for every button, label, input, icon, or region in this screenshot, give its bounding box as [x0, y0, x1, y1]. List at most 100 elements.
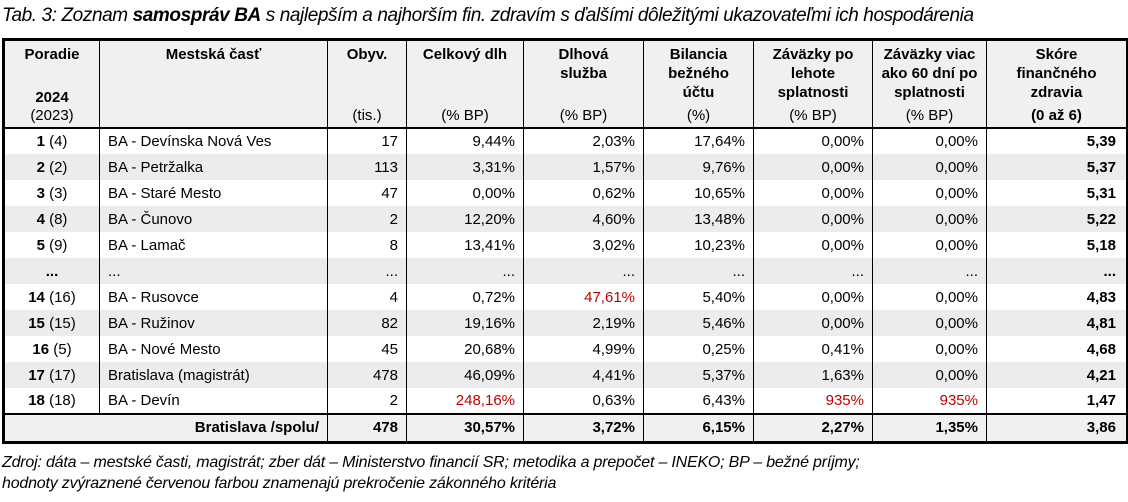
table-footer: Bratislava /spolu/ 478 30,57% 3,72% 6,15… — [3, 413, 1128, 442]
cell-celkovy-dlh: 19,16% — [406, 310, 524, 336]
cell-skore: 4,68 — [986, 336, 1128, 362]
cell-celkovy-dlh: 20,68% — [406, 336, 524, 362]
cell-celkovy-dlh: 3,31% — [406, 154, 524, 180]
cell-zavazky-po-lehote: ... — [753, 258, 873, 284]
table-body: 1 (4) BA - Devínska Nová Ves 17 9,44% 2,03% 1… — [3, 128, 1128, 414]
rank-current: 1 — [36, 133, 45, 150]
cell-zavazky-60-dni: 0,00% — [872, 154, 987, 180]
total-obyvatelia: 478 — [327, 413, 407, 442]
rank-current: 4 — [36, 210, 45, 228]
col-title: Dlhová služba — [558, 46, 609, 82]
col-unit: (% BP) — [559, 107, 608, 124]
table-row: 4 (8) BA - Čunovo 2 12,20% 4,60% 13,48% 0,00% 0… — [3, 206, 1128, 232]
total-row: Bratislava /spolu/ 478 30,57% 3,72% 6,15… — [3, 413, 1128, 442]
cell-obyvatelia: 82 — [327, 310, 407, 336]
col-header-dlhova-sluzba: Dlhová služba (% BP) — [523, 39, 644, 129]
cell-obyvatelia: 45 — [327, 336, 407, 362]
cell-rank: 18 (18) — [3, 388, 100, 414]
cell-skore: 5,18 — [986, 232, 1128, 258]
cell-bilancia: ... — [643, 258, 754, 284]
cell-obyvatelia: 113 — [327, 154, 407, 180]
rank-previous: (18) — [49, 392, 76, 409]
col-unit: (% BP) — [789, 107, 837, 124]
rank-previous: (5) — [53, 340, 72, 358]
col-unit: (%) — [686, 107, 711, 124]
cell-obyvatelia: 2 — [327, 206, 407, 232]
cell-municipality-name: BA - Devínska Nová Ves — [99, 128, 328, 154]
cell-municipality-name: ... — [99, 258, 328, 284]
cell-rank: ... — [3, 258, 100, 284]
cell-zavazky-po-lehote: 0,00% — [753, 284, 873, 310]
cell-municipality-name: BA - Ružinov — [99, 310, 328, 336]
cell-bilancia: 17,64% — [643, 128, 754, 154]
cell-zavazky-60-dni: 0,00% — [872, 310, 987, 336]
rank-current: 15 — [28, 314, 45, 332]
cell-celkovy-dlh: 0,00% — [406, 180, 524, 206]
cell-zavazky-po-lehote: 0,00% — [753, 206, 873, 232]
cell-zavazky-60-dni: ... — [872, 258, 987, 284]
rank-previous: (4) — [49, 133, 68, 150]
cell-celkovy-dlh: 12,20% — [406, 206, 524, 232]
rank-current: 17 — [28, 366, 45, 384]
cell-zavazky-60-dni: 0,00% — [872, 128, 987, 154]
caption-prefix: Tab. 3: Zoznam — [2, 5, 133, 26]
cell-obyvatelia: 17 — [327, 128, 407, 154]
cell-municipality-name: Bratislava (magistrát) — [99, 362, 328, 388]
cell-celkovy-dlh: 46,09% — [406, 362, 524, 388]
table-header: Poradie 2024 (2023) Mestská časť Obyv. (… — [3, 39, 1128, 129]
cell-skore: 4,83 — [986, 284, 1128, 310]
cell-zavazky-60-dni: 0,00% — [872, 336, 987, 362]
col-year-previous: (2023) — [30, 107, 74, 124]
cell-zavazky-po-lehote: 0,00% — [753, 180, 873, 206]
table-row: 18 (18) BA - Devín 2 248,16% 0,63% 6,43% 935% 9… — [3, 388, 1128, 414]
rank-current: 3 — [36, 184, 45, 202]
cell-municipality-name: BA - Lamač — [99, 232, 328, 258]
col-header-zavazky-60-dni: Záväzky viac ako 60 dní po splatnosti (%… — [872, 39, 987, 129]
cell-obyvatelia: 8 — [327, 232, 407, 258]
cell-dlhova-sluzba: 0,62% — [523, 180, 644, 206]
cell-dlhova-sluzba: 1,57% — [523, 154, 644, 180]
table-row: 14 (16) BA - Rusovce 4 0,72% 47,61% 5,40% 0,00… — [3, 284, 1128, 310]
caption-suffix: s najlepším a najhorším fin. zdravím s ď… — [260, 5, 974, 26]
col-title: Skóre finančného zdravia — [1016, 46, 1097, 101]
cell-celkovy-dlh: 9,44% — [406, 128, 524, 154]
cell-zavazky-po-lehote: 935% — [753, 388, 873, 414]
cell-zavazky-po-lehote: 0,00% — [753, 128, 873, 154]
cell-municipality-name: BA - Rusovce — [99, 284, 328, 310]
rank-current: 2 — [36, 158, 45, 176]
col-title: Celkový dlh — [422, 46, 508, 63]
col-title: Záväzky viac ako 60 dní po splatnosti — [881, 46, 978, 101]
rank-previous: (9) — [49, 236, 68, 254]
cell-rank: 17 (17) — [3, 362, 100, 388]
total-zavazky-60-dni: 1,35% — [872, 413, 987, 442]
cell-obyvatelia: 2 — [327, 388, 407, 414]
rank-current: 5 — [36, 236, 45, 254]
cell-skore: 1,47 — [986, 388, 1128, 414]
total-celkovy-dlh: 30,57% — [406, 413, 524, 442]
cell-dlhova-sluzba: 4,99% — [523, 336, 644, 362]
cell-dlhova-sluzba: ... — [523, 258, 644, 284]
col-year-current: 2024 — [35, 89, 69, 106]
cell-bilancia: 9,76% — [643, 154, 754, 180]
col-header-celkovy-dlh: Celkový dlh (% BP) — [406, 39, 524, 129]
col-unit: (% BP) — [905, 107, 954, 124]
cell-dlhova-sluzba: 3,02% — [523, 232, 644, 258]
cell-dlhova-sluzba: 4,60% — [523, 206, 644, 232]
cell-municipality-name: BA - Nové Mesto — [99, 336, 328, 362]
cell-zavazky-po-lehote: 1,63% — [753, 362, 873, 388]
header-row: Poradie 2024 (2023) Mestská časť Obyv. (… — [3, 39, 1128, 129]
cell-zavazky-60-dni: 0,00% — [872, 232, 987, 258]
rank-previous: (8) — [49, 210, 68, 228]
rank-current: 14 — [28, 288, 45, 306]
cell-dlhova-sluzba: 47,61% — [523, 284, 644, 310]
source-note: Zdroj: dáta – mestské časti, magistrát; … — [2, 452, 1128, 494]
cell-municipality-name: BA - Petržalka — [99, 154, 328, 180]
cell-celkovy-dlh: ... — [406, 258, 524, 284]
rank-previous: (2) — [49, 158, 68, 176]
cell-zavazky-po-lehote: 0,00% — [753, 310, 873, 336]
col-subheader: 2024 (2023) — [8, 88, 96, 124]
table-row: 2 (2) BA - Petržalka 113 3,31% 1,57% 9,76% 0,0… — [3, 154, 1128, 180]
cell-bilancia: 5,46% — [643, 310, 754, 336]
cell-zavazky-60-dni: 0,00% — [872, 180, 987, 206]
rank-previous: (3) — [49, 184, 68, 202]
